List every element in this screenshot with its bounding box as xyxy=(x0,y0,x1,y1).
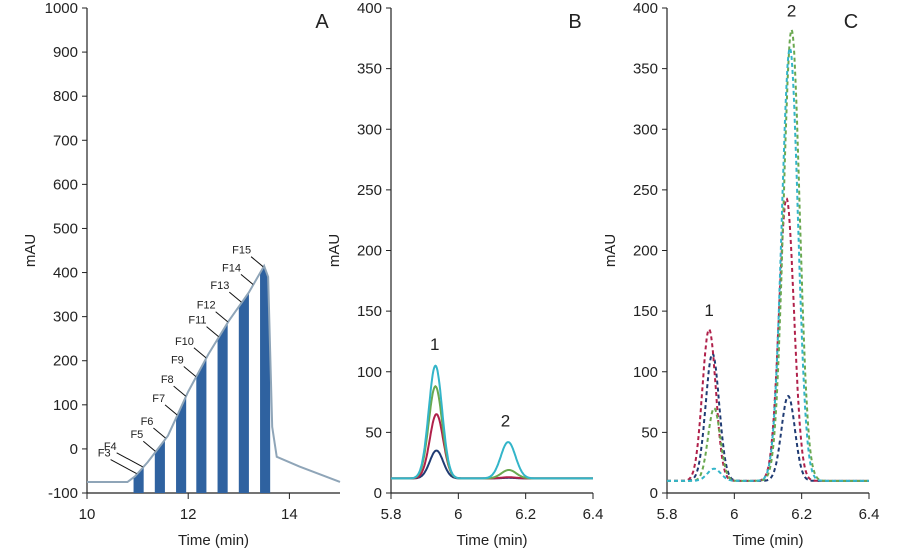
x-tick-label: 5.8 xyxy=(657,506,678,523)
y-tick-label: 0 xyxy=(374,485,382,502)
y-tick-label: 1000 xyxy=(45,0,78,17)
x-axis-label: Time (min) xyxy=(732,532,803,548)
series-line xyxy=(667,27,869,482)
fraction-bar xyxy=(217,322,228,493)
fraction-leader-line xyxy=(206,326,219,337)
x-tick-label: 14 xyxy=(281,506,298,523)
panel-c: 0 50 100 150 200 250 300 350 400 5.8 6 6.2 6.4 Time (… xyxy=(602,0,879,548)
panel-label: C xyxy=(844,11,858,33)
y-tick-label: 200 xyxy=(53,353,78,370)
fraction-label: F9 xyxy=(171,355,184,367)
y-tick-label: 300 xyxy=(53,309,78,326)
y-tick-label: 350 xyxy=(633,61,658,78)
y-tick-label: 600 xyxy=(53,176,78,193)
y-tick-label: 300 xyxy=(633,121,658,138)
fraction-label: F4 xyxy=(104,441,117,453)
y-tick-label: 700 xyxy=(53,132,78,149)
y-tick-label: 400 xyxy=(357,0,382,17)
fraction-label: F13 xyxy=(210,280,229,292)
y-tick-label: 100 xyxy=(53,397,78,414)
fraction-label: F6 xyxy=(141,416,154,428)
x-tick-label: 6 xyxy=(454,506,462,523)
y-tick-label: 350 xyxy=(357,61,382,78)
x-axis-label: Time (min) xyxy=(178,532,249,548)
y-tick-label: 100 xyxy=(357,364,382,381)
fraction-leader-line xyxy=(110,459,137,474)
y-tick-label: 500 xyxy=(53,220,78,237)
y-tick-label: 50 xyxy=(365,424,382,441)
fraction-label: F3 xyxy=(98,448,111,460)
y-tick-label: 900 xyxy=(53,44,78,61)
fraction-leader-line xyxy=(240,273,254,285)
y-tick-label: 150 xyxy=(357,303,382,320)
fraction-label: F11 xyxy=(188,315,206,327)
y-tick-label: 400 xyxy=(53,265,78,282)
x-tick-label: 12 xyxy=(180,506,197,523)
fraction-bar xyxy=(154,439,165,493)
y-tick-label: 400 xyxy=(633,0,658,17)
series-line xyxy=(391,364,593,480)
peak-label: 2 xyxy=(787,1,796,20)
y-tick-label: 0 xyxy=(70,441,78,458)
y-tick-label: 200 xyxy=(357,243,382,260)
series-line xyxy=(667,197,869,482)
fraction-leader-line xyxy=(215,311,228,323)
fraction-label: F15 xyxy=(232,245,251,257)
x-tick-label: 5.8 xyxy=(381,506,402,523)
fraction-label: F5 xyxy=(130,429,143,441)
x-tick-label: 6.2 xyxy=(791,506,812,523)
x-tick-label: 6.4 xyxy=(859,506,880,523)
fraction-leader-line xyxy=(116,452,143,468)
x-axis-label: Time (min) xyxy=(456,532,527,548)
y-tick-label: 50 xyxy=(641,424,658,441)
series-line xyxy=(667,352,869,482)
fraction-leader-line xyxy=(250,256,264,268)
y-tick-label: 150 xyxy=(633,303,658,320)
y-tick-label: 200 xyxy=(633,243,658,260)
fraction-leader-line xyxy=(193,347,207,359)
y-axis-label: mAU xyxy=(22,234,39,267)
fraction-leader-line xyxy=(173,385,186,397)
peak-label: 2 xyxy=(501,411,510,430)
peak-label: 1 xyxy=(430,335,439,354)
fraction-leader-line xyxy=(153,427,166,439)
fraction-label: F7 xyxy=(152,393,165,405)
fraction-bar xyxy=(133,466,144,493)
panel-b: 0 50 100 150 200 250 300 350 400 5.8 6 6.2 6.4 Time (… xyxy=(326,0,603,548)
y-tick-label: 100 xyxy=(633,364,658,381)
fraction-label: F10 xyxy=(175,336,194,348)
fraction-bar xyxy=(176,396,187,493)
y-tick-label: 300 xyxy=(357,121,382,138)
peak-label: 1 xyxy=(704,301,713,320)
panel-label: B xyxy=(568,11,581,33)
y-tick-label: 250 xyxy=(633,182,658,199)
y-tick-label: 0 xyxy=(650,485,658,502)
fraction-bar xyxy=(238,292,249,493)
fraction-bar xyxy=(260,265,271,493)
chromatogram-line xyxy=(87,263,341,483)
fraction-leader-line xyxy=(183,366,197,377)
y-axis-label: mAU xyxy=(602,234,619,267)
fraction-label: F12 xyxy=(197,300,216,312)
x-tick-label: 6 xyxy=(730,506,738,523)
panel-a: -100 0 100 200 300 400 500 600 700 800 900 1000 10 12… xyxy=(22,0,341,548)
y-tick-label: 250 xyxy=(357,182,382,199)
y-axis-label: mAU xyxy=(326,234,343,267)
series-line xyxy=(667,47,869,482)
fraction-bar xyxy=(196,357,207,493)
fraction-leader-line xyxy=(229,291,242,303)
fraction-leader-line xyxy=(142,440,156,452)
y-tick-label: -100 xyxy=(48,485,78,502)
y-tick-label: 800 xyxy=(53,88,78,105)
fraction-label: F8 xyxy=(161,374,174,386)
panel-label: A xyxy=(315,11,329,33)
x-tick-label: 6.4 xyxy=(583,506,604,523)
fraction-leader-line xyxy=(164,404,178,416)
x-tick-label: 6.2 xyxy=(515,506,536,523)
x-tick-label: 10 xyxy=(79,506,96,523)
fraction-label: F14 xyxy=(222,262,241,274)
